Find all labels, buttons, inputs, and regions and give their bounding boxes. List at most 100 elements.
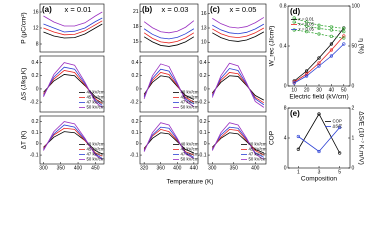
x-tick-label: 40 <box>329 87 335 93</box>
y2-tick-label: 50 <box>352 43 358 49</box>
legend-label: 47 kV/cm <box>181 152 199 157</box>
series-line <box>293 35 345 83</box>
series-line <box>43 11 103 27</box>
series-line <box>212 132 264 154</box>
point <box>329 25 334 29</box>
series-line <box>211 126 265 158</box>
y-tick-label: 0 <box>136 86 139 92</box>
series-line <box>294 21 344 32</box>
x-tick-label: 440 <box>190 165 199 171</box>
y-tick-label: -0.1 <box>198 152 207 158</box>
series-line <box>211 122 265 160</box>
series-line <box>43 20 103 36</box>
y-tick-label: 16 <box>33 9 39 15</box>
y-tick-label: 0 <box>204 141 207 147</box>
x-axis-label: Composition <box>301 176 338 183</box>
point <box>305 72 309 76</box>
x-tick-label: 3 <box>318 169 321 175</box>
legend-label: ΔS/E <box>333 124 343 129</box>
y2-tick-label: 100 <box>352 3 361 9</box>
point <box>338 125 342 130</box>
y-tick-label: 12 <box>33 25 39 31</box>
series-line <box>143 126 195 158</box>
legend-label: 50 kV/cm <box>87 105 105 110</box>
series-line <box>43 66 103 106</box>
y2-tick-label: 2 <box>352 105 355 111</box>
point <box>342 26 346 31</box>
series-line <box>143 28 195 40</box>
y-tick-label: 4 <box>284 135 287 141</box>
x-tick-label: 30 <box>316 87 322 93</box>
legend-label: 47 kV/cm <box>181 100 199 105</box>
legend-label: 50 kV/cm <box>249 157 267 162</box>
x-tick-label: 400 <box>173 165 182 171</box>
point <box>342 42 346 46</box>
y-tick-label: 10 <box>201 40 207 46</box>
point <box>329 48 334 52</box>
plot-frame <box>39 55 105 113</box>
point <box>329 34 334 39</box>
legend-label: 45 kV/cm <box>249 147 267 152</box>
series-line <box>211 128 265 156</box>
series-line <box>143 63 195 108</box>
panel-label: (a) <box>42 5 52 14</box>
legend-label: 40 kV/cm <box>87 90 105 95</box>
y2-axis-label: ΔS/E (10⁻⁷ K.m/V) <box>357 111 364 164</box>
point <box>317 112 321 116</box>
y-tick-label: 0 <box>284 165 287 171</box>
y-axis-label: P (μC/cm²) <box>21 12 28 43</box>
y-tick-label: 0.2 <box>200 73 207 79</box>
series-line <box>143 75 195 100</box>
y2-axis-label: η (%) <box>357 38 364 54</box>
series-line <box>211 75 265 101</box>
y-tick-label: 0.4 <box>132 60 139 66</box>
y-tick-label: 0.1 <box>200 130 207 136</box>
point <box>329 54 334 58</box>
legend-label: x = 0.05 <box>299 27 315 32</box>
series-line <box>143 122 195 159</box>
plot-frame <box>139 3 199 53</box>
series-line <box>143 132 195 154</box>
series-line <box>297 113 341 154</box>
x-tick-label: 360 <box>157 165 166 171</box>
series-line <box>294 29 344 39</box>
point <box>342 36 346 40</box>
legend-label: 47 kV/cm <box>87 152 105 157</box>
legend-label: 40 kV/cm <box>249 142 267 147</box>
legend-label: 50 kV/cm <box>181 105 199 110</box>
series-line <box>298 127 340 153</box>
y-axis-label: ΔT (K) <box>21 131 28 150</box>
y-tick-label: 0.4 <box>32 60 39 66</box>
y-tick-label: -0.1 <box>30 152 39 158</box>
series-line <box>143 72 195 103</box>
series-line <box>43 124 103 159</box>
point <box>317 23 321 27</box>
series-line <box>43 17 103 33</box>
series-line <box>43 131 103 155</box>
panel-annotation: x = 0.03 <box>162 5 189 14</box>
x-tick-label: 1 <box>297 169 300 175</box>
legend-label: 45 kV/cm <box>87 147 105 152</box>
point <box>305 24 309 28</box>
y-axis-label: ΔS (J/kg.K) <box>21 68 28 101</box>
point <box>305 69 309 73</box>
plot-frame <box>207 115 267 165</box>
y-tick-label: 0.2 <box>132 73 139 79</box>
y-tick-label: 8 <box>284 105 287 111</box>
series-line <box>43 62 103 108</box>
series-line <box>143 68 195 105</box>
legend-label: 40 kV/cm <box>181 142 199 147</box>
y-tick-label: 0.8 <box>280 3 287 9</box>
series-line <box>43 121 103 160</box>
series-line <box>212 31 265 42</box>
y-tick-label: 0.2 <box>132 119 139 125</box>
series-line <box>211 62 265 108</box>
y-axis-label: COP <box>269 131 276 145</box>
series-line <box>294 17 344 29</box>
y-tick-label: 0.2 <box>32 119 39 125</box>
y-tick-label: -0.1 <box>130 152 139 158</box>
series-line <box>143 128 195 156</box>
series-line <box>43 70 103 104</box>
legend-label: COP <box>333 119 342 124</box>
y-tick-label: 0.4 <box>280 43 287 49</box>
